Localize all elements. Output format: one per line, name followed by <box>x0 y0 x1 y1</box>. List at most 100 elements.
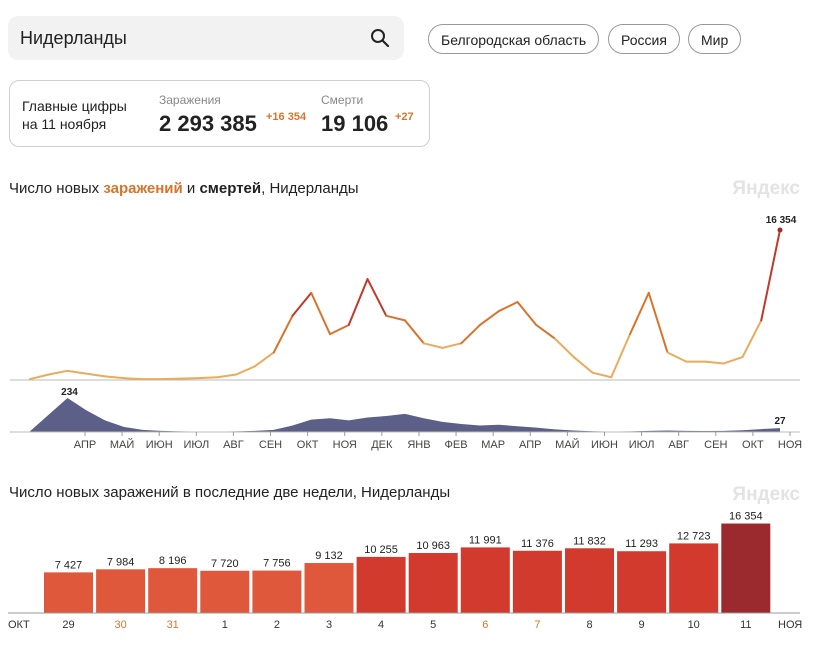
infections-line-segment <box>385 314 406 322</box>
x-tick-label: ИЮЛ <box>629 439 655 451</box>
bar-category-label: 6 <box>482 619 488 631</box>
infections-line-segment <box>516 301 538 326</box>
main-figures-card: Главные цифры на 11 ноября Заражения 2 2… <box>9 80 430 147</box>
x-tick-label: СЕН <box>259 439 282 451</box>
bar-category-label: 4 <box>378 619 384 631</box>
infections-line-segment <box>741 319 763 359</box>
infections-line-segment <box>310 291 331 336</box>
x-tick-label: МАР <box>481 439 505 451</box>
bar <box>565 548 614 613</box>
timeline-chart: АПР МАЙ ИЮН ИЮЛ АВГ СЕН ОКТ НОЯ ДЕК ЯНВ ФЕВ МАР АПР М… <box>10 215 802 451</box>
bar-value-label: 7 984 <box>107 556 135 568</box>
x-tick-label: АВГ <box>223 439 244 451</box>
bar <box>252 570 302 613</box>
x-tick-label: МАЙ <box>110 438 134 451</box>
infections-line-segment <box>460 323 481 345</box>
max-deaths-label: 234 <box>61 387 78 398</box>
infections-line-segment <box>29 373 50 381</box>
month-label-start: ОКТ <box>8 619 30 631</box>
infections-delta: +16 354 <box>266 111 307 123</box>
x-tick-label: МАЙ <box>555 438 579 451</box>
bar <box>721 523 771 613</box>
last-deaths-label: 27 <box>774 416 786 427</box>
x-tick-label: НОЯ <box>333 439 357 451</box>
bar <box>304 563 354 613</box>
infections-line-segment <box>666 351 688 363</box>
infections-line-segment <box>722 356 744 365</box>
x-tick-label: АПР <box>519 439 541 451</box>
max-infections-label: 16 354 <box>766 215 797 226</box>
infections-line-segment <box>404 319 425 345</box>
infections-line-segment <box>329 323 350 336</box>
bar-value-label: 11 991 <box>469 534 502 546</box>
infections-line-segment <box>441 342 463 349</box>
infections-line-segment <box>235 365 256 376</box>
bar-value-label: 7 720 <box>211 558 239 570</box>
bar-category-label: 3 <box>326 619 332 631</box>
infections-line-segment <box>422 342 444 349</box>
bar <box>96 569 146 613</box>
x-tick-label: ИЮЛ <box>183 439 209 451</box>
deaths-delta: +27 <box>395 111 414 123</box>
month-label-end: НОЯ <box>778 619 802 631</box>
infections-label: Заражения <box>159 93 221 107</box>
infections-line-segment <box>572 356 594 374</box>
region-chip-belgorod[interactable]: Белгородская область <box>428 24 600 54</box>
infections-line-segment <box>47 369 69 376</box>
search-box[interactable]: Нидерланды <box>8 16 404 60</box>
bar-value-label: 16 354 <box>729 511 763 523</box>
bar-value-label: 8 196 <box>159 555 187 567</box>
infections-last-point <box>777 227 783 233</box>
infections-value: 2 293 385 <box>159 111 257 136</box>
region-chip-world[interactable]: Мир <box>688 24 742 54</box>
search-input[interactable]: Нидерланды <box>20 28 127 48</box>
infections-line-segment <box>497 301 519 313</box>
bar-value-label: 12 723 <box>677 530 711 542</box>
bar-value-label: 7 427 <box>55 559 83 571</box>
x-tick-label: АПР <box>74 439 96 451</box>
infections-line-segment <box>291 291 313 317</box>
x-tick-label: ИЮН <box>146 439 173 451</box>
bar-value-label: 9 132 <box>315 550 343 562</box>
deaths-label: Смерти <box>321 93 364 107</box>
x-tick-label: ОКТ <box>297 439 319 451</box>
infections-line-segment <box>704 360 725 365</box>
infections-line-segment <box>104 375 125 380</box>
infections-line-segment <box>479 310 500 326</box>
chart2-title: Число новых заражений в последние две не… <box>9 484 451 501</box>
bar <box>460 547 510 613</box>
bar-value-label: 10 963 <box>416 540 450 552</box>
infections-line-segment <box>216 373 238 379</box>
bar-value-label: 11 376 <box>521 538 554 550</box>
x-tick-label: ДЕК <box>371 439 393 451</box>
bar-category-label: 9 <box>639 619 645 631</box>
region-chip-russia[interactable]: Россия <box>608 24 680 54</box>
bar-category-label: 7 <box>534 619 540 631</box>
infections-line-segment <box>610 333 631 379</box>
x-tick-label: АВГ <box>668 439 689 451</box>
bar-category-label: 11 <box>740 619 751 631</box>
chart1-title: Число новых заражений и смертей, Нидерла… <box>9 180 359 197</box>
bar-category-label: 29 <box>62 619 74 631</box>
infections-line-segment <box>197 376 219 380</box>
bar <box>356 556 406 613</box>
infections-line-segment <box>122 377 144 381</box>
bar-value-label: 7 756 <box>263 558 291 570</box>
infections-line-segment <box>85 372 106 378</box>
bar-category-label: 8 <box>586 619 592 631</box>
infections-line-segment <box>591 371 613 379</box>
bar <box>200 570 250 613</box>
bar-category-label: 10 <box>688 619 700 631</box>
infections-line-segment <box>629 291 650 336</box>
bar <box>512 550 562 613</box>
bar <box>44 572 93 613</box>
bar <box>617 551 667 613</box>
x-tick-label: ФЕВ <box>445 439 468 451</box>
bar-category-label: 30 <box>114 619 126 631</box>
search-icon[interactable] <box>370 28 390 48</box>
infections-line-segment <box>554 337 575 359</box>
bar-value-label: 11 832 <box>573 535 606 547</box>
infections-line-segment <box>366 278 388 317</box>
x-tick-label: ЯНВ <box>407 439 430 451</box>
deaths-area <box>30 398 780 432</box>
